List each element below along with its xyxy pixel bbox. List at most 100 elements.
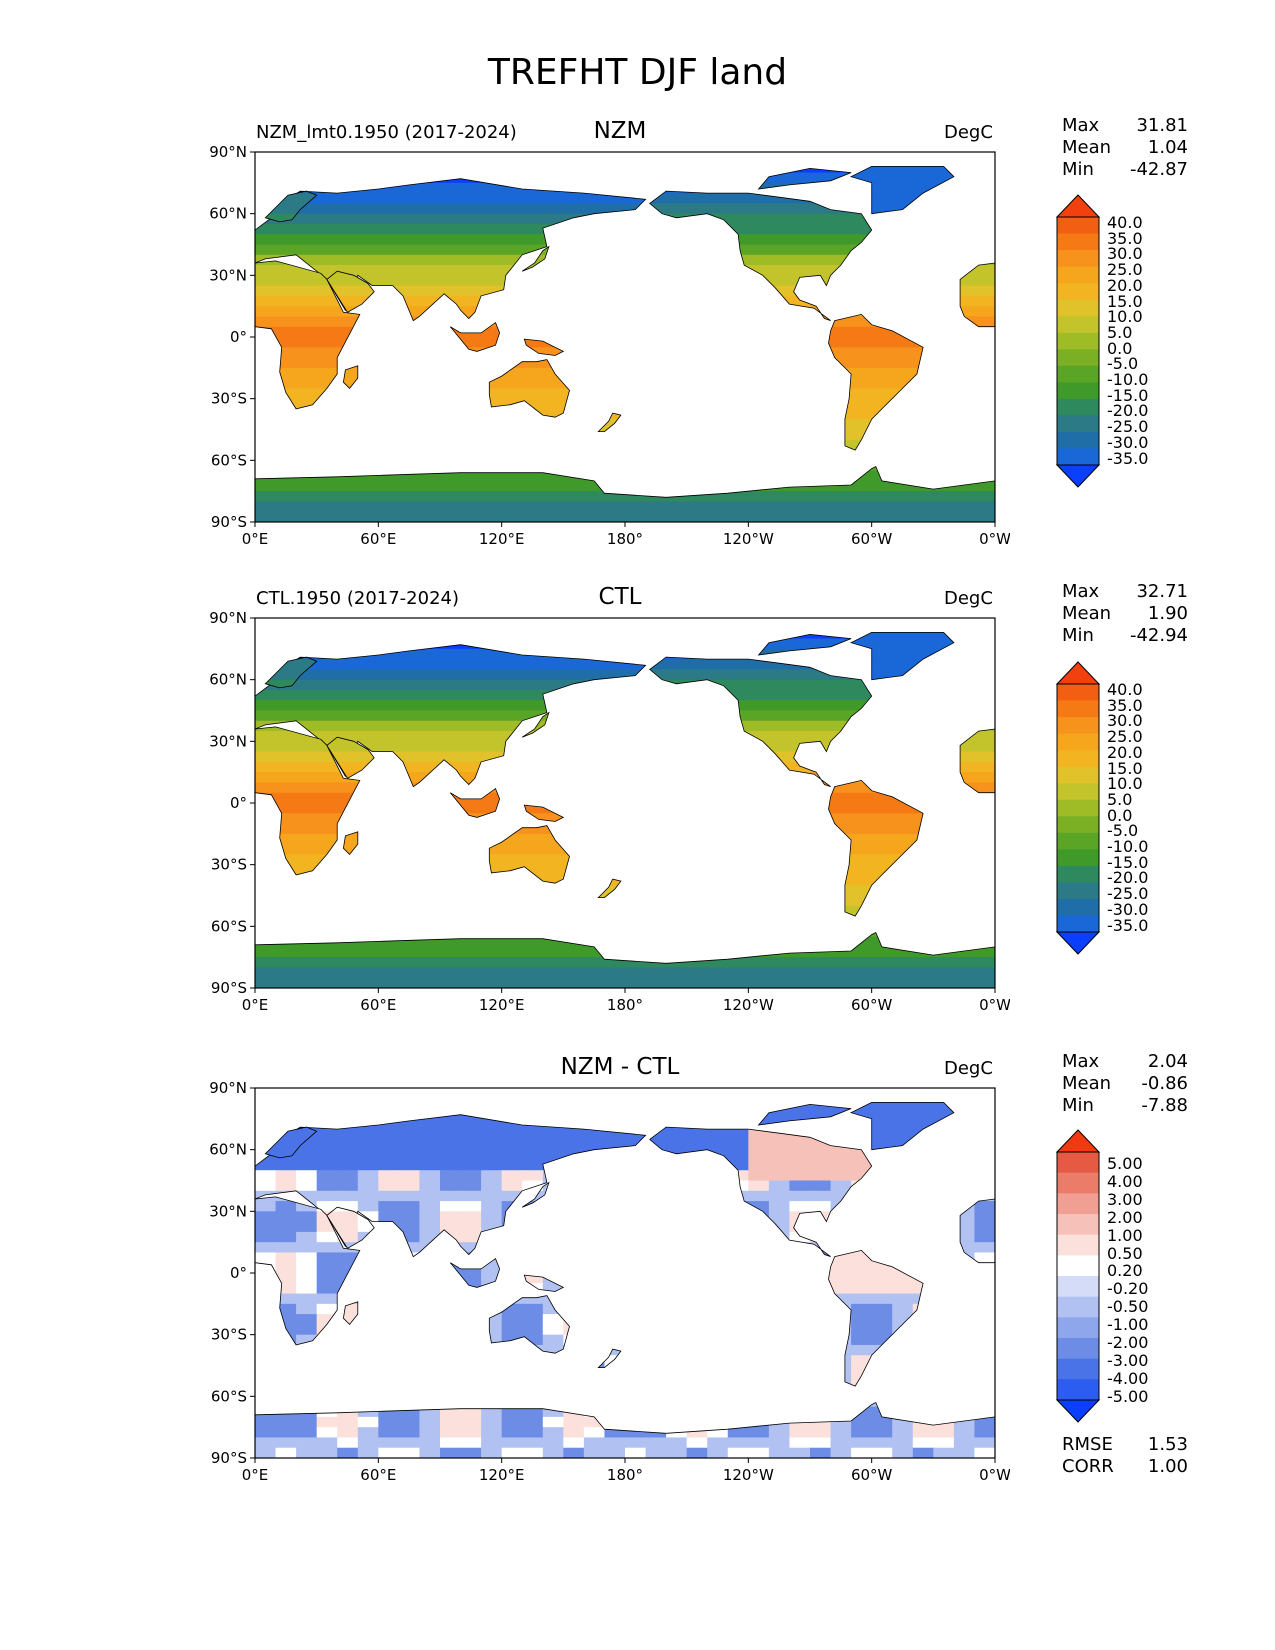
contour-cell — [871, 1334, 893, 1346]
contour-cell — [296, 1293, 318, 1305]
colorbar-segment — [1057, 684, 1099, 702]
contour-cell — [440, 1190, 462, 1202]
colorbar-frame — [1056, 216, 1100, 466]
contour-cell — [481, 1221, 503, 1233]
contour-cell — [686, 1427, 708, 1439]
contour-cell — [481, 1447, 503, 1458]
contour-cell — [275, 1231, 297, 1243]
coastline — [255, 644, 647, 788]
contour-band — [828, 367, 924, 379]
contour-band — [326, 306, 375, 313]
contour-cell — [810, 1149, 832, 1161]
contour-cell — [460, 1406, 482, 1418]
contour-cell — [830, 1190, 852, 1202]
coastline — [326, 1206, 375, 1249]
contour-cell — [851, 1324, 873, 1336]
contour-cell — [810, 1108, 832, 1120]
contour-cell — [398, 1201, 421, 1212]
contour-cell — [501, 1139, 523, 1151]
contour-cell — [604, 1427, 626, 1439]
panel-2-stat-labels: Max Mean Min — [1062, 581, 1111, 647]
contour-cell — [337, 1242, 359, 1249]
contour-cell — [871, 1108, 893, 1120]
contour-cell — [768, 1170, 791, 1182]
contour-cell — [255, 1201, 277, 1212]
contour-cell — [316, 1427, 338, 1439]
contour-cell — [440, 1149, 462, 1161]
lat-tick-label: 90°S — [211, 979, 247, 997]
contour-cell — [296, 1190, 318, 1202]
contour-cell — [378, 1149, 400, 1161]
contour-cell — [357, 1149, 379, 1161]
contour-band — [960, 265, 995, 276]
contour-band — [828, 833, 924, 845]
contour-band — [255, 833, 360, 845]
contour-cell — [460, 1437, 482, 1449]
coastline — [757, 1103, 852, 1126]
contour-band — [255, 234, 646, 246]
lat-tick-label: 30°S — [211, 856, 247, 874]
contour-cell — [275, 1283, 297, 1295]
contour-cell — [276, 1458, 297, 1469]
panel-1-cb-label: 10.0 — [1107, 307, 1143, 327]
contour-cell — [501, 1447, 523, 1458]
contour-cell — [481, 1180, 503, 1192]
contour-cell — [768, 1427, 791, 1439]
contour-cell — [830, 1180, 852, 1192]
contour-cell — [481, 1129, 503, 1140]
contour-cell — [337, 1458, 358, 1469]
panel-2-cb-label: 40.0 — [1107, 680, 1143, 699]
contour-cell — [851, 1108, 873, 1120]
contour-cell — [974, 1447, 995, 1458]
contour-cell — [337, 1252, 359, 1264]
panel-1-stat-max-value: 31.81 — [1136, 115, 1188, 136]
contour-cell — [789, 1149, 811, 1161]
contour-cell — [892, 1283, 914, 1295]
contour-cell — [810, 1139, 832, 1151]
contour-band — [649, 689, 872, 701]
contour-cell — [768, 1129, 791, 1140]
contour-cell — [974, 1211, 995, 1223]
contour-band — [255, 689, 646, 701]
contour-cell — [296, 1283, 318, 1295]
contour-band — [828, 874, 924, 886]
contour-cell — [378, 1437, 400, 1449]
contour-cell — [296, 1149, 318, 1161]
contour-cell — [275, 1180, 297, 1192]
coastline — [521, 1181, 550, 1208]
contour-band — [326, 275, 375, 287]
colorbar-segment — [1057, 382, 1099, 400]
contour-cell — [398, 1190, 421, 1202]
contour-cell — [460, 1159, 482, 1171]
contour-cell — [871, 1314, 893, 1325]
contour-cell — [933, 1427, 955, 1439]
contour-cell — [255, 1437, 277, 1449]
contour-cell — [440, 1458, 461, 1469]
contour-cell — [460, 1273, 482, 1284]
contour-cell — [419, 1170, 441, 1182]
contour-cell — [810, 1427, 832, 1439]
contour-cell — [583, 1139, 606, 1151]
contour-cell — [748, 1427, 770, 1439]
contour-cell — [810, 1447, 832, 1458]
colorbar-segment — [1057, 750, 1099, 768]
contour-band — [255, 223, 646, 235]
coastline — [959, 1198, 995, 1264]
coastline — [326, 270, 375, 313]
contour-cell — [851, 1262, 873, 1274]
lat-tick-label: 60°N — [210, 205, 247, 223]
contour-cell — [337, 1437, 359, 1449]
contour-cell — [481, 1118, 503, 1130]
contour-cell — [357, 1139, 379, 1151]
contour-cell — [440, 1221, 462, 1233]
contour-cell — [851, 1416, 873, 1428]
contour-cell — [758, 1118, 770, 1125]
panel-1-cb-label: -15.0 — [1107, 385, 1149, 405]
contour-cell — [481, 1159, 503, 1171]
panel-2-units: DegC — [944, 588, 993, 609]
contour-cell — [275, 1211, 297, 1223]
contour-cell — [296, 1437, 318, 1449]
colorbar-segment — [1057, 849, 1099, 867]
contour-band — [489, 398, 570, 410]
contour-cell — [255, 1252, 277, 1264]
